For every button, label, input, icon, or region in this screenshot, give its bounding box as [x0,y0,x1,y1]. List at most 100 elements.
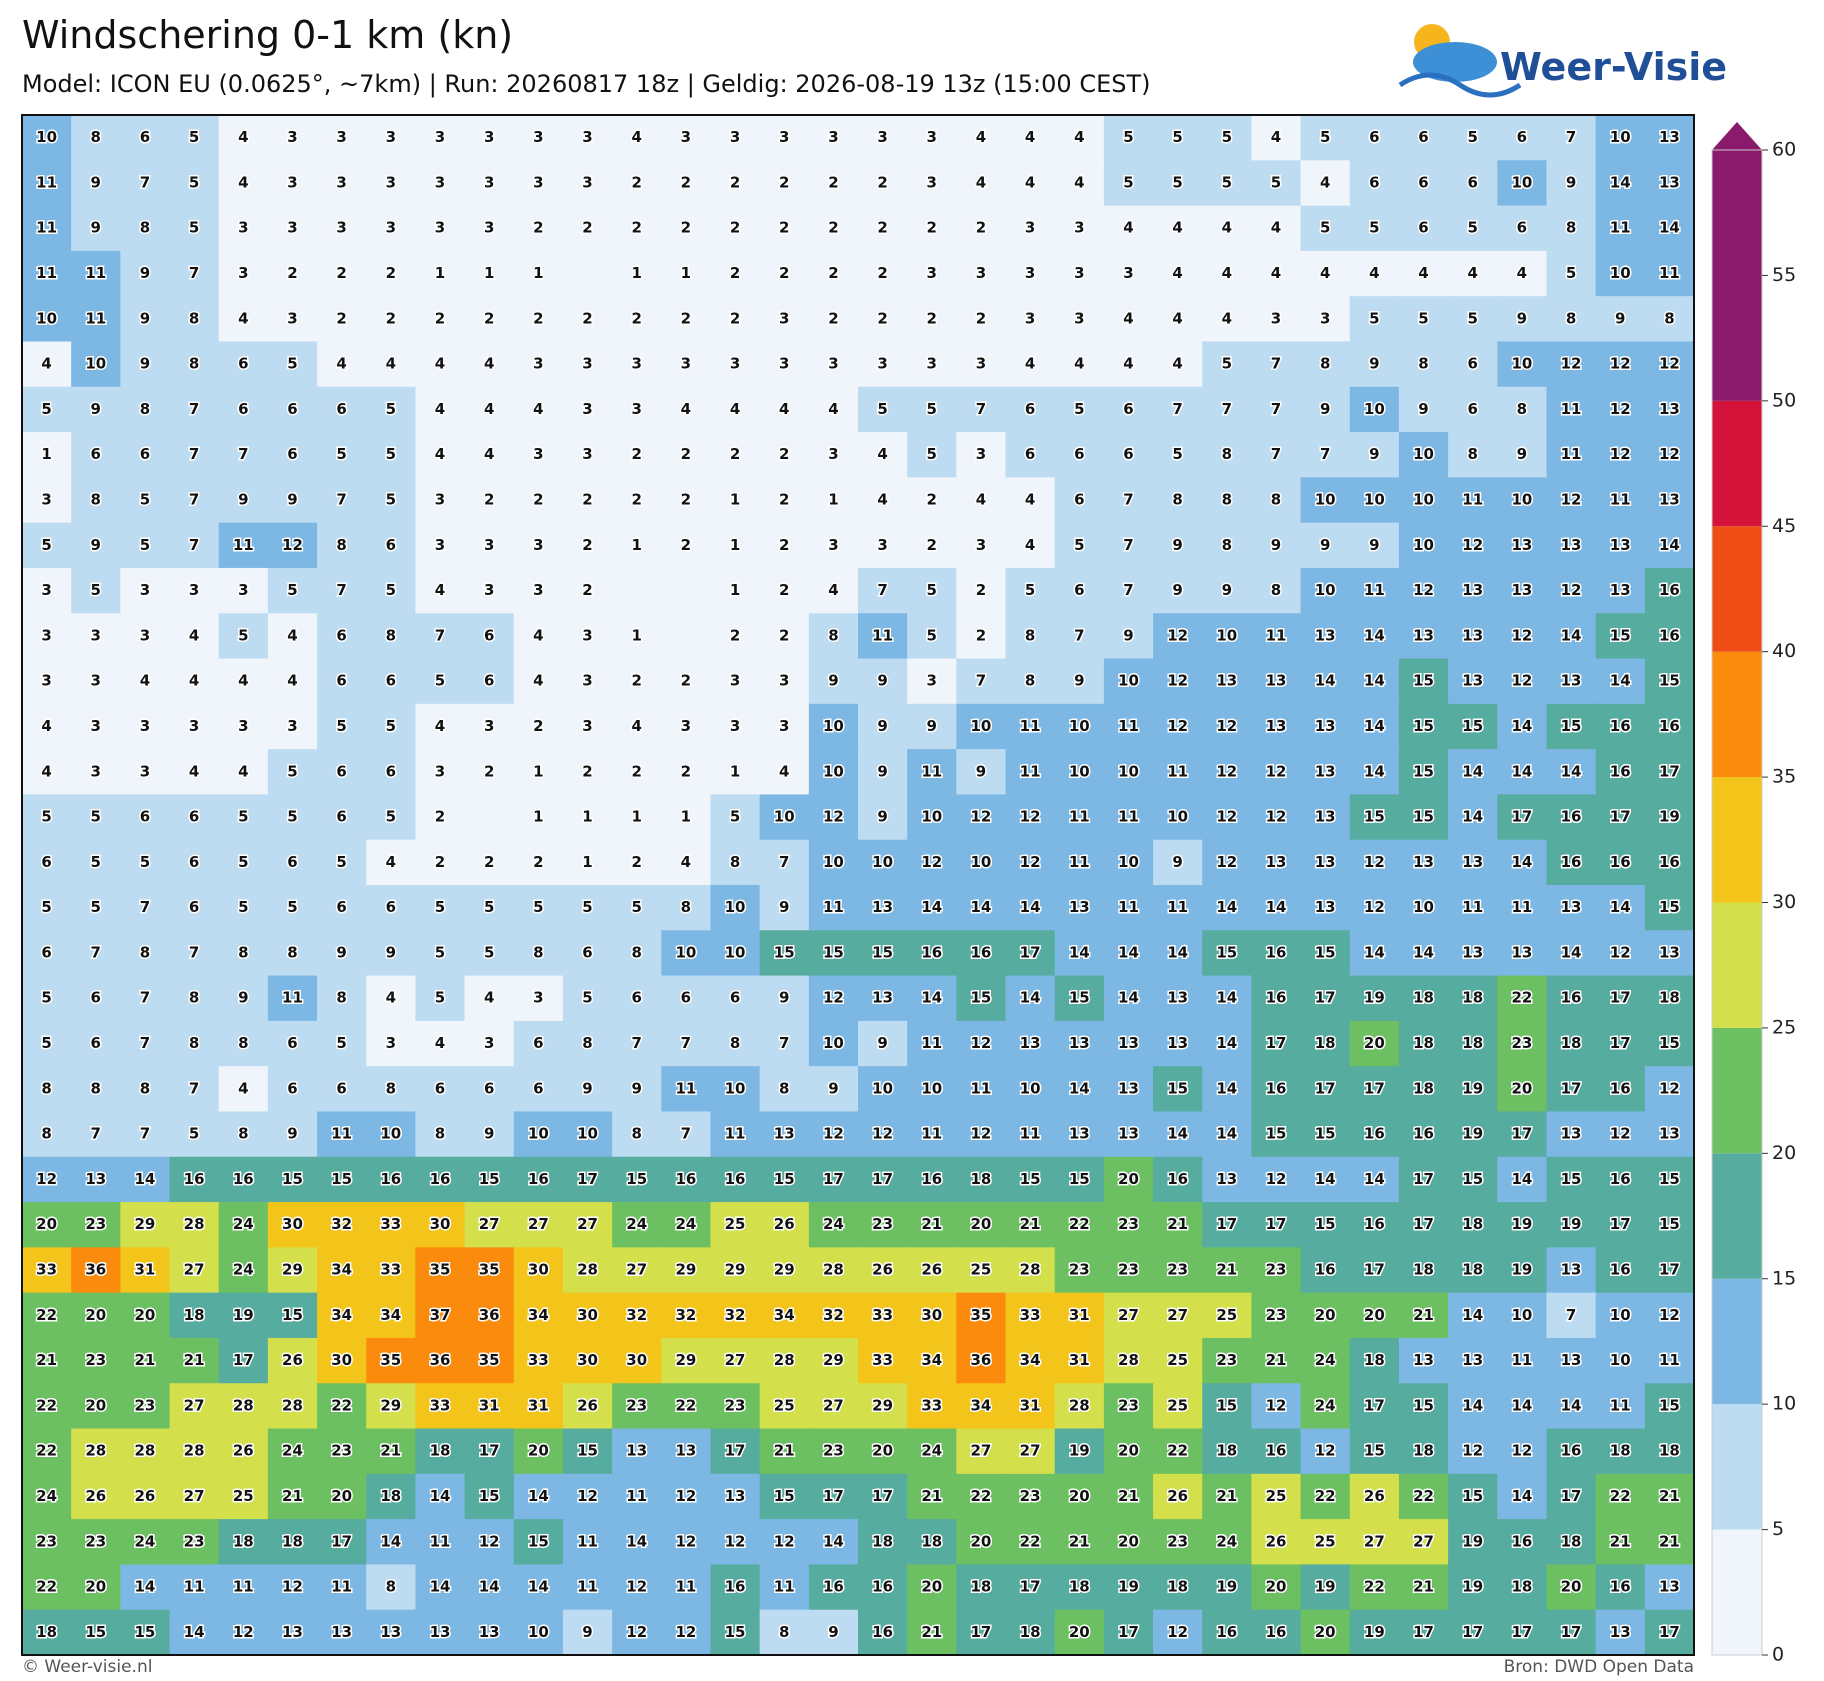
cell-label: 27 [1364,1532,1385,1550]
cell [1595,1111,1646,1158]
cell-label: 7 [681,1034,691,1052]
cell-label: 22 [971,1487,992,1505]
cell-label: 25 [1216,1306,1237,1324]
cell-label: 12 [1020,808,1041,826]
cell [907,160,957,207]
cell-label: 1 [828,491,838,509]
cell-label: 5 [41,808,51,826]
cell [1054,1202,1105,1248]
cell-label: 15 [774,943,795,961]
cell [1448,205,1498,252]
cell-label: 13 [1266,717,1287,735]
cell [464,1609,515,1656]
cell [415,1202,466,1248]
cell-label: 3 [189,581,199,599]
cell [562,1156,613,1203]
cell-label: 7 [140,1034,150,1052]
cell-label: 5 [1172,173,1182,191]
cell [1349,522,1400,569]
cell-label: 19 [1364,1623,1385,1641]
cell [562,1292,613,1339]
cell-label: 11 [1167,898,1188,916]
cell-label: 9 [1369,536,1379,554]
cell-label: 16 [1561,808,1582,826]
cell [317,749,367,795]
cell [1300,1383,1351,1430]
cell [1497,522,1547,569]
cell [907,115,957,161]
cell [464,160,515,207]
cell-label: 12 [1364,853,1385,871]
cell [1398,1609,1449,1656]
cell-label: 27 [1118,1306,1139,1324]
cell-label: 6 [533,1079,543,1097]
cell-label: 13 [479,1623,500,1641]
cell [366,975,416,1022]
cell [661,432,711,478]
map-frame [21,114,1695,1656]
cell-label: 10 [1118,853,1139,871]
cell-label: 5 [386,491,396,509]
cell [1202,794,1252,841]
cell [1251,794,1302,841]
cell-label: 3 [336,219,346,237]
cell-label: 3 [533,355,543,373]
cell-label: 11 [1266,626,1287,644]
cell [1448,975,1498,1022]
cell [1644,885,1695,931]
cell-label: 9 [1222,581,1232,599]
cell [1448,1383,1498,1430]
cell [956,613,1007,660]
cell [1103,1473,1154,1520]
cell [1005,432,1056,478]
cell-label: 3 [140,717,150,735]
cell [1103,1519,1154,1565]
cell-label: 17 [1511,1623,1532,1641]
cell [120,885,171,931]
cell-label: 3 [681,128,691,146]
cell-label: 8 [1320,355,1330,373]
cell-label: 5 [287,581,297,599]
cell [1054,1020,1105,1067]
cell-label: 4 [1172,309,1182,327]
cell-label: 35 [430,1261,451,1279]
cell [759,205,810,252]
cell-label: 4 [779,400,789,418]
cell [22,1609,72,1656]
cell [1595,975,1646,1022]
cell-label: 9 [582,1079,592,1097]
cell [169,477,220,524]
cell-label: 10 [971,717,992,735]
cell [907,1292,957,1339]
cell-label: 8 [582,1034,592,1052]
cell [858,432,908,478]
cell-label: 6 [336,808,346,826]
cell [120,703,171,750]
cell-label: 4 [1025,536,1035,554]
cell [1644,794,1695,841]
cell-label: 6 [287,445,297,463]
cell [1644,1156,1695,1203]
cell [1005,930,1056,977]
cell-label: 4 [386,989,396,1007]
cell-label: 20 [1364,1306,1385,1324]
cell [366,296,416,342]
cell [1595,1020,1646,1067]
cell [1644,341,1695,388]
cell [907,1111,957,1158]
cell [120,613,171,660]
cell [1644,522,1695,569]
cell [1398,1066,1449,1112]
cell [1448,1156,1498,1203]
cell [1644,432,1695,478]
footer-credit: © Weer-visie.nl [22,1657,152,1677]
cell [267,1564,318,1611]
cell-label: 2 [336,264,346,282]
cell [366,1383,416,1430]
cell [612,1292,662,1339]
cell [1103,1111,1154,1158]
cell [464,341,515,388]
cell-label: 24 [282,1442,303,1460]
cell-label: 8 [1517,400,1527,418]
cell-label: 2 [779,581,789,599]
